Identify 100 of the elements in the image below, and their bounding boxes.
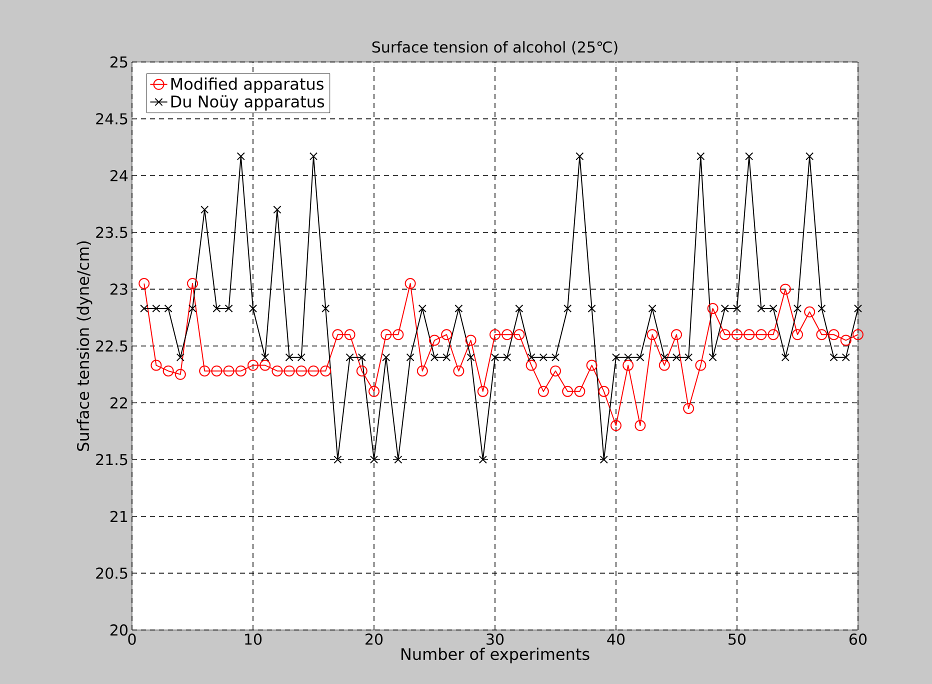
point xyxy=(478,456,487,464)
point xyxy=(200,206,209,214)
point xyxy=(309,152,318,160)
point xyxy=(261,353,270,362)
point xyxy=(174,368,186,380)
point xyxy=(150,360,162,371)
point xyxy=(382,353,390,362)
point xyxy=(757,304,766,313)
y-tick-label: 22.5 xyxy=(96,340,128,352)
x-tick-label: 30 xyxy=(486,634,504,645)
point xyxy=(781,353,790,362)
point xyxy=(527,353,536,362)
point xyxy=(273,206,282,214)
legend-label: Du Noüy apparatus xyxy=(171,95,324,111)
point xyxy=(199,365,210,376)
point xyxy=(600,456,608,464)
point xyxy=(418,304,426,313)
point xyxy=(416,365,428,376)
point xyxy=(394,456,402,464)
point xyxy=(719,329,730,340)
point xyxy=(515,304,524,313)
chart-title: Surface tension of alcohol (25℃) xyxy=(372,41,618,54)
legend-label: Modified apparatus xyxy=(171,78,324,94)
point xyxy=(610,420,622,432)
point xyxy=(502,329,513,340)
point xyxy=(211,365,222,376)
point xyxy=(223,365,234,376)
y-tick-label: 20 xyxy=(110,624,128,636)
point xyxy=(380,329,392,340)
point xyxy=(624,353,632,362)
point xyxy=(466,353,475,362)
point xyxy=(612,353,620,362)
point xyxy=(658,360,670,371)
x-tick-label: 10 xyxy=(245,634,262,645)
point xyxy=(756,329,767,340)
y-tick-label: 24.5 xyxy=(96,113,128,124)
point xyxy=(235,365,246,376)
point xyxy=(830,353,838,362)
point xyxy=(404,278,416,290)
point xyxy=(588,304,596,313)
point xyxy=(732,329,742,340)
point xyxy=(322,304,330,313)
point xyxy=(490,329,501,340)
point xyxy=(854,304,862,313)
point xyxy=(564,304,572,313)
point xyxy=(551,353,560,362)
x-tick-label: 40 xyxy=(607,634,625,645)
point xyxy=(671,329,682,340)
point xyxy=(840,334,852,346)
y-tick-label: 23.5 xyxy=(96,226,128,238)
point xyxy=(248,304,258,313)
point xyxy=(622,360,634,371)
point xyxy=(442,353,451,362)
point xyxy=(260,360,271,371)
point xyxy=(356,365,368,376)
y-tick-label: 21 xyxy=(110,510,128,522)
point xyxy=(392,329,404,340)
point xyxy=(358,353,366,362)
point xyxy=(465,334,476,346)
point xyxy=(490,353,500,362)
point xyxy=(707,303,718,314)
point xyxy=(296,365,307,376)
point xyxy=(334,456,342,464)
point xyxy=(526,360,537,371)
point xyxy=(320,365,332,376)
point xyxy=(842,353,850,362)
point xyxy=(792,329,803,340)
point xyxy=(806,152,814,160)
point xyxy=(816,329,828,340)
point xyxy=(683,402,694,414)
point xyxy=(332,329,344,340)
point xyxy=(804,306,816,318)
point xyxy=(780,284,791,295)
point xyxy=(828,329,840,340)
point xyxy=(720,304,729,313)
point xyxy=(672,353,681,362)
point xyxy=(162,365,174,376)
point xyxy=(769,304,778,313)
point xyxy=(344,329,356,340)
point xyxy=(370,456,378,464)
point xyxy=(684,353,693,362)
point xyxy=(429,334,440,346)
point xyxy=(284,365,295,376)
point xyxy=(550,365,561,376)
point xyxy=(248,360,259,371)
point xyxy=(454,304,463,313)
point xyxy=(818,304,826,313)
point xyxy=(745,152,754,160)
y-tick-label: 22 xyxy=(110,397,127,408)
point xyxy=(187,278,198,290)
y-tick-label: 23 xyxy=(110,284,128,295)
point xyxy=(453,365,464,376)
point xyxy=(695,360,706,371)
point xyxy=(164,304,172,313)
point xyxy=(477,386,488,397)
point xyxy=(152,304,160,313)
y-tick-label: 25 xyxy=(110,56,128,68)
y-tick-label: 21.5 xyxy=(96,454,128,466)
point xyxy=(793,304,802,313)
point xyxy=(308,365,320,376)
